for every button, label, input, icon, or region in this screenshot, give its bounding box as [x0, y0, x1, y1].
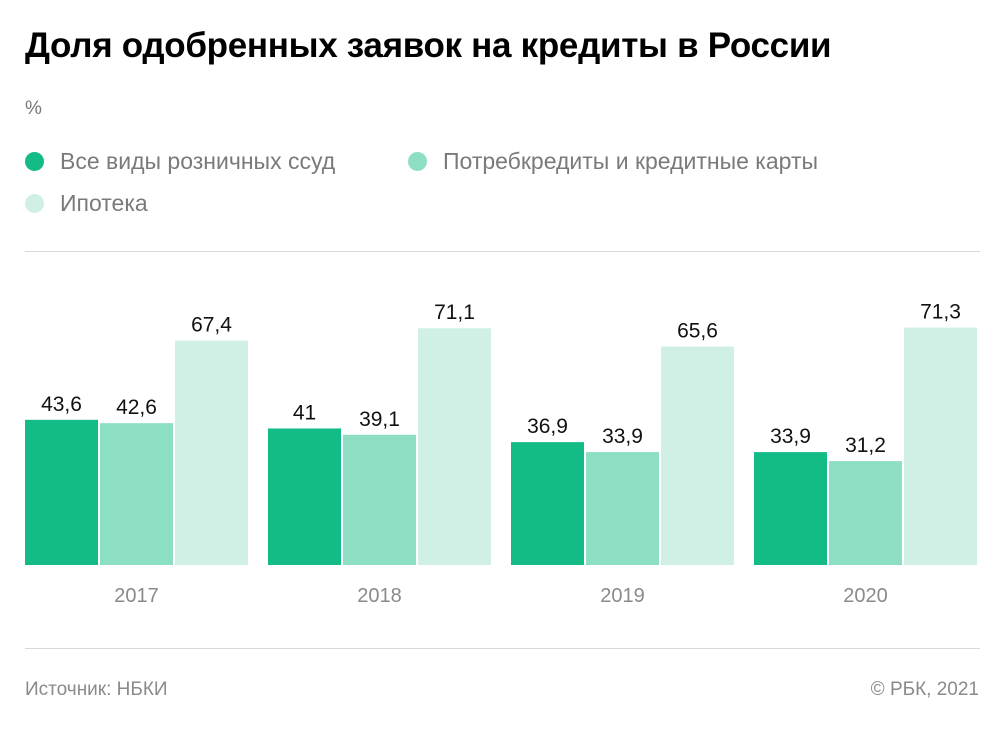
- legend-label-retail: Все виды розничных ссуд: [60, 148, 336, 174]
- bar-2017-series-2: [175, 340, 248, 565]
- bar-2019-series-0: [511, 442, 584, 565]
- unit-label: %: [25, 98, 42, 119]
- bar-2017-series-0: [25, 419, 98, 565]
- value-label-2017-series-1: 42,6: [116, 396, 157, 419]
- bar-2018-series-1: [343, 434, 416, 565]
- legend-swatch-retail: [25, 152, 44, 171]
- value-label-2019-series-0: 36,9: [527, 415, 568, 438]
- bar-2018-series-2: [418, 328, 491, 565]
- value-label-2018-series-0: 41: [293, 401, 316, 424]
- value-label-2020-series-1: 31,2: [845, 434, 886, 457]
- legend-item-consumer: Потребкредиты и кредитные карты: [408, 148, 818, 175]
- value-label-2018-series-2: 71,1: [434, 301, 475, 324]
- legend-item-mortgage: Ипотека: [25, 190, 148, 217]
- bottom-divider: [25, 648, 980, 649]
- value-label-2019-series-2: 65,6: [677, 320, 718, 343]
- bar-chart: 43,6 42,6 67,4 2017 41 39,1 71,1 2018 36,9 33,9 65…: [25, 301, 977, 607]
- value-label-2020-series-2: 71,3: [920, 301, 961, 324]
- legend-swatch-mortgage: [25, 194, 44, 213]
- bar-2020-series-1: [829, 461, 902, 565]
- copyright-note: © РБК, 2021: [870, 679, 979, 700]
- legend-label-mortgage: Ипотека: [60, 190, 148, 216]
- legend-swatch-consumer: [408, 152, 427, 171]
- value-label-2017-series-2: 67,4: [191, 314, 232, 337]
- chart-title: Доля одобренных заявок на кредиты в Росс…: [25, 26, 832, 65]
- bar-2018-series-0: [268, 428, 341, 565]
- bar-2019-series-1: [586, 452, 659, 565]
- x-tick-label-2018: 2018: [357, 585, 402, 607]
- top-divider: [25, 251, 980, 252]
- source-note: Источник: НБКИ: [25, 679, 168, 700]
- value-label-2020-series-0: 33,9: [770, 425, 811, 448]
- bar-2017-series-1: [100, 423, 173, 565]
- legend-item-retail: Все виды розничных ссуд: [25, 148, 335, 175]
- value-label-2017-series-0: 43,6: [41, 393, 82, 416]
- legend-label-consumer: Потребкредиты и кредитные карты: [443, 148, 819, 174]
- x-tick-label-2017: 2017: [114, 585, 159, 607]
- x-tick-label-2019: 2019: [600, 585, 645, 607]
- bar-2019-series-2: [661, 346, 734, 565]
- bar-2020-series-2: [904, 327, 977, 565]
- bar-2020-series-0: [754, 452, 827, 565]
- x-tick-label-2020: 2020: [843, 585, 888, 607]
- value-label-2018-series-1: 39,1: [359, 408, 400, 431]
- value-label-2019-series-1: 33,9: [602, 425, 643, 448]
